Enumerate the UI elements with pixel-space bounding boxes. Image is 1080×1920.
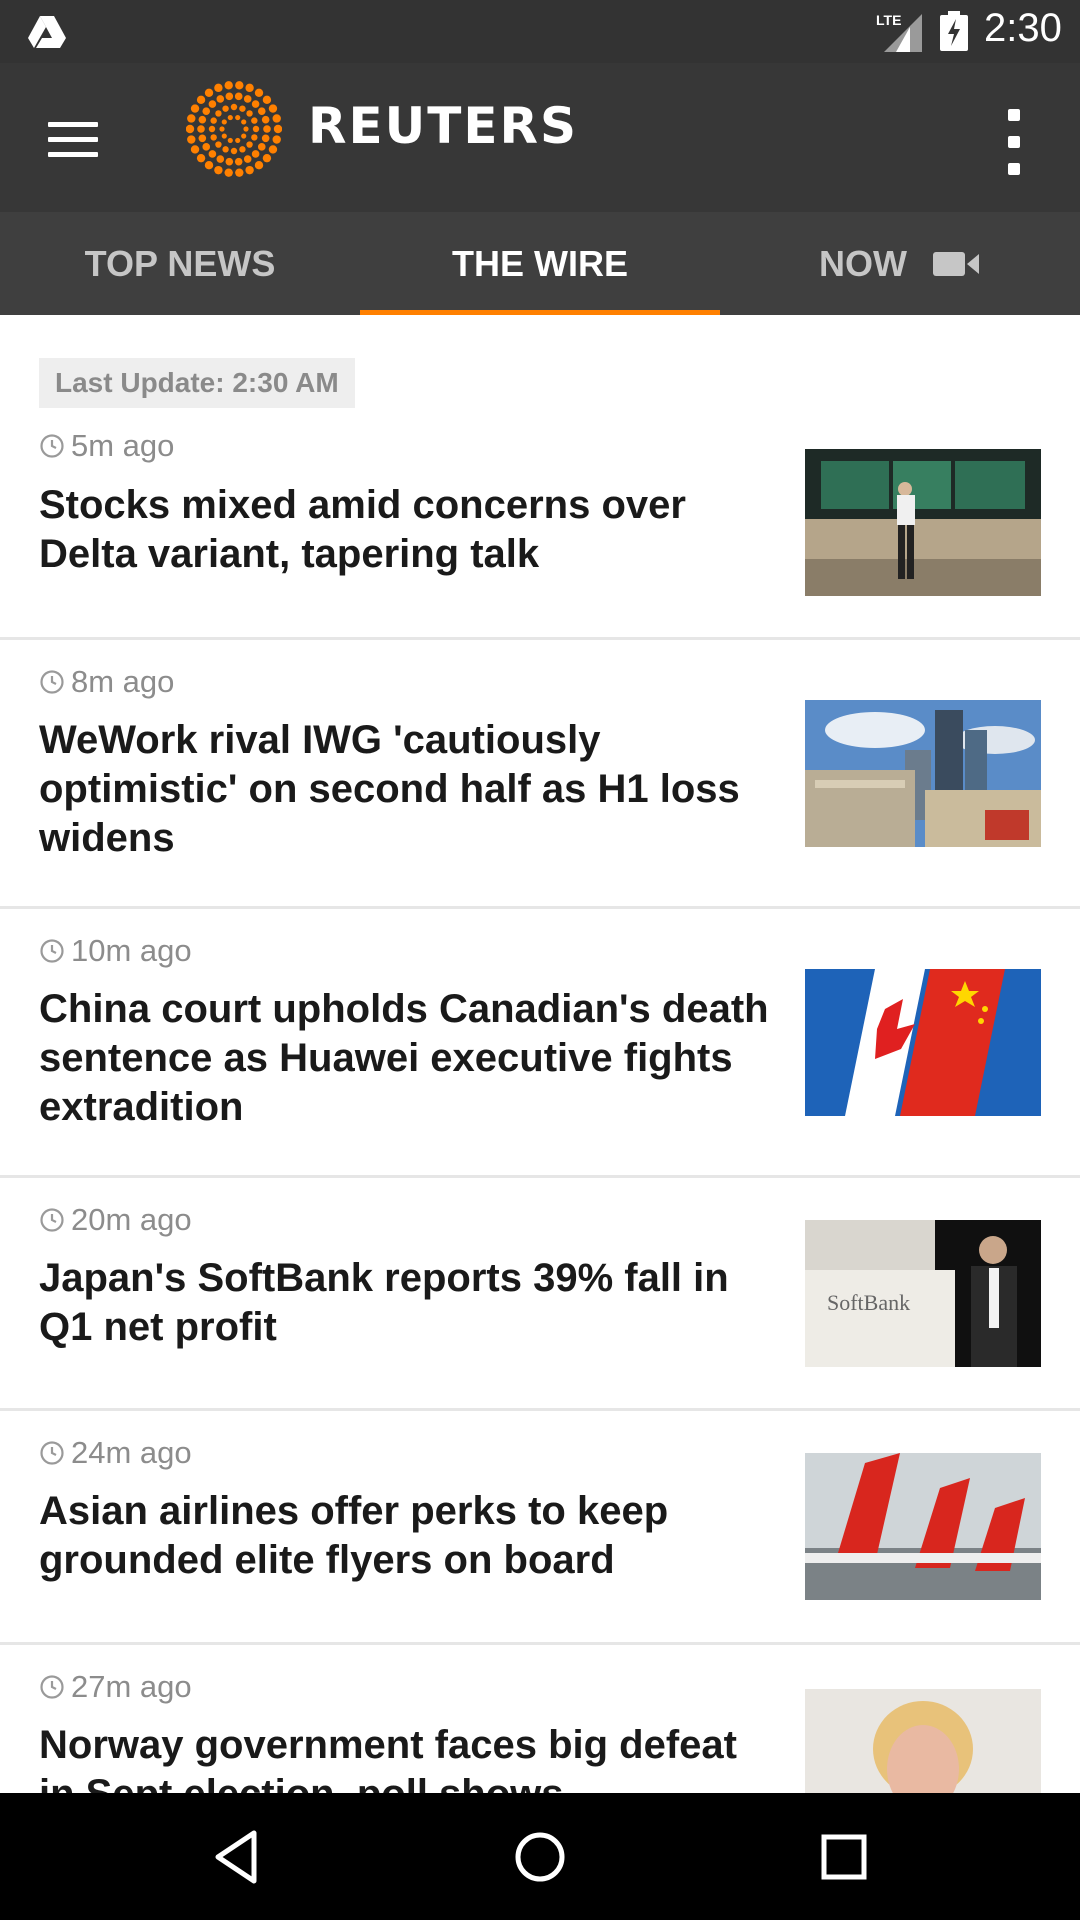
clock-icon	[40, 670, 64, 694]
article-headline[interactable]: Stocks mixed amid concerns over Delta va…	[39, 483, 686, 576]
clock-icon	[40, 1441, 64, 1465]
article-thumbnail[interactable]	[805, 1689, 1041, 1793]
news-feed[interactable]: Last Update: 2:30 AM 5m ago Stocks mixed…	[0, 315, 1080, 1793]
drive-icon	[28, 16, 66, 48]
more-options-button[interactable]	[996, 109, 1032, 175]
tab-the-wire[interactable]: THE WIRE	[360, 212, 720, 315]
article-thumbnail[interactable]	[805, 1453, 1041, 1600]
article-headline[interactable]: WeWork rival IWG 'cautiously optimistic'…	[39, 718, 740, 860]
article-time-label: 24m ago	[71, 1435, 192, 1470]
article-time-label: 10m ago	[71, 933, 192, 968]
article-time: 24m ago	[39, 1435, 192, 1471]
home-icon[interactable]	[504, 1821, 576, 1893]
clock-time: 2:30	[984, 6, 1062, 50]
tab-bar: TOP NEWS THE WIRE NOW	[0, 212, 1080, 315]
article-time-label: 20m ago	[71, 1202, 192, 1237]
article-thumbnail[interactable]	[805, 969, 1041, 1116]
last-update-badge: Last Update: 2:30 AM	[39, 358, 355, 408]
article-item[interactable]: 24m ago Asian airlines offer perks to ke…	[0, 1411, 1080, 1645]
tab-now[interactable]: NOW	[720, 212, 1080, 315]
reuters-logo-icon	[186, 81, 282, 177]
article-headline[interactable]: Japan's SoftBank reports 39% fall in Q1 …	[39, 1256, 729, 1349]
system-nav-bar	[0, 1793, 1080, 1920]
brand-title: REUTERS	[308, 97, 579, 155]
article-thumbnail[interactable]	[805, 449, 1041, 596]
menu-button[interactable]	[40, 107, 104, 171]
article-time-label: 27m ago	[71, 1669, 192, 1704]
more-options-icon	[1008, 109, 1020, 121]
status-bar: LTE 2:30	[0, 0, 1080, 63]
tab-top-news[interactable]: TOP NEWS	[0, 212, 360, 315]
back-icon[interactable]	[200, 1821, 272, 1893]
battery-charging-icon	[940, 11, 968, 51]
clock-icon	[40, 434, 64, 458]
article-item[interactable]: 8m ago WeWork rival IWG 'cautiously opti…	[0, 640, 1080, 909]
app-bar: REUTERS	[0, 63, 1080, 212]
article-item[interactable]: 5m ago Stocks mixed amid concerns over D…	[0, 315, 1080, 640]
tab-label: TOP NEWS	[84, 242, 276, 284]
recents-icon[interactable]	[808, 1821, 880, 1893]
tab-label: NOW	[819, 242, 907, 284]
menu-icon	[48, 121, 98, 127]
article-item[interactable]: 20m ago Japan's SoftBank reports 39% fal…	[0, 1178, 1080, 1411]
article-thumbnail[interactable]	[805, 700, 1041, 847]
article-time: 10m ago	[39, 933, 192, 969]
network-type: LTE	[876, 12, 901, 28]
signal-icon: LTE	[876, 10, 922, 52]
article-time: 8m ago	[39, 664, 174, 700]
clock-icon	[40, 1675, 64, 1699]
article-headline[interactable]: Norway government faces big defeat in Se…	[39, 1723, 737, 1793]
article-time: 27m ago	[39, 1669, 192, 1705]
article-time: 20m ago	[39, 1202, 192, 1238]
article-headline[interactable]: Asian airlines offer perks to keep groun…	[39, 1489, 669, 1582]
article-time-label: 8m ago	[71, 664, 175, 699]
article-time: 5m ago	[39, 428, 174, 464]
tab-label: THE WIRE	[452, 242, 628, 284]
article-thumbnail[interactable]: SoftBank	[805, 1220, 1041, 1367]
article-headline[interactable]: China court upholds Canadian's death sen…	[39, 987, 769, 1129]
article-item[interactable]: 10m ago China court upholds Canadian's d…	[0, 909, 1080, 1178]
article-time-label: 5m ago	[71, 428, 175, 463]
thumbnail-caption: SoftBank	[827, 1290, 910, 1315]
video-camera-icon	[932, 251, 979, 276]
article-item[interactable]: 27m ago Norway government faces big defe…	[0, 1645, 1080, 1793]
clock-icon	[40, 1208, 64, 1232]
clock-icon	[40, 939, 64, 963]
